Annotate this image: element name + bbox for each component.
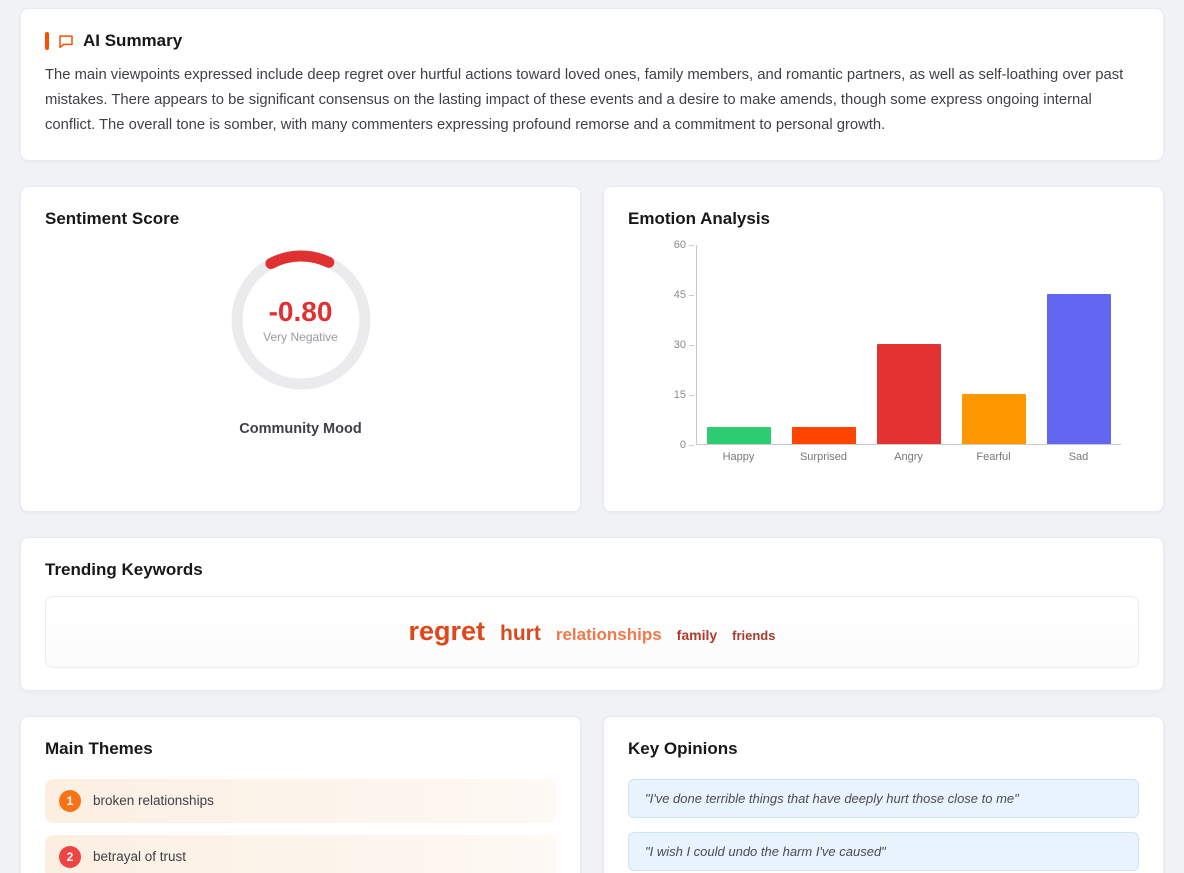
emotion-title: Emotion Analysis (628, 208, 771, 228)
bar-column-happy (697, 245, 782, 444)
x-axis-label-angry: Angry (894, 450, 923, 463)
gauge-center: -0.80 Very Negative (226, 245, 376, 395)
emotion-card: Emotion Analysis 0 15 30 45 60 Happy Surprise… (603, 185, 1164, 512)
bar-fearful[interactable] (961, 393, 1026, 444)
theme-item[interactable]: 1 broken relationships (45, 778, 556, 823)
theme-list: 1 broken relationships 2 betrayal of trust (45, 778, 556, 873)
accent-bar (45, 32, 49, 50)
theme-item[interactable]: 2 betrayal of trust (45, 834, 556, 873)
keyword-family[interactable]: family (676, 627, 718, 644)
keyword-cloud: regret hurt relationships family friends (409, 618, 776, 645)
y-axis-tick: 30 (673, 338, 695, 351)
opinion-quote: "I've done terrible things that have dee… (628, 778, 1139, 818)
bar-column-sad (1036, 245, 1121, 444)
theme-rank-badge: 1 (59, 789, 81, 812)
bar-sad[interactable] (1046, 294, 1111, 444)
sentiment-title: Sentiment Score (45, 208, 180, 228)
opinion-list: "I've done terrible things that have dee… (628, 778, 1139, 871)
sentiment-score-value: -0.80 (268, 295, 333, 327)
bar-happy[interactable] (707, 426, 772, 444)
x-axis-label-surprised: Surprised (799, 450, 848, 463)
sentiment-gauge-wrap: -0.80 Very Negative Community Mood (45, 245, 556, 437)
theme-rank-badge: 2 (59, 845, 81, 868)
emotion-chart: 0 15 30 45 60 Happy Surprised Angry Fearful Sad (660, 239, 1121, 463)
ai-summary-text: The main viewpoints expressed include de… (45, 67, 1124, 133)
x-axis-label-sad: Sad (1068, 450, 1089, 463)
theme-label: betrayal of trust (93, 849, 187, 865)
themes-title: Main Themes (45, 738, 153, 758)
sentiment-score-label: Very Negative (263, 329, 338, 344)
bar-column-fearful (951, 245, 1036, 444)
sentiment-gauge: -0.80 Very Negative (226, 245, 376, 395)
ai-summary-header: AI Summary (45, 31, 1139, 51)
keywords-card: Trending Keywords regret hurt relationship… (20, 536, 1164, 691)
sentiment-caption: Community Mood (239, 420, 362, 437)
keyword-panel: regret hurt relationships family friends (45, 595, 1139, 668)
y-axis-tick: 45 (673, 288, 695, 301)
keyword-friends[interactable]: friends (732, 628, 776, 644)
theme-label: broken relationships (93, 793, 214, 809)
keyword-hurt[interactable]: hurt (500, 622, 541, 646)
y-axis-tick: 0 (679, 438, 695, 451)
y-axis-tick: 60 (673, 238, 695, 251)
ai-summary-card: AI Summary The main viewpoints expressed… (20, 8, 1164, 161)
opinions-card: Key Opinions "I've done terrible things … (603, 715, 1164, 873)
opinions-title: Key Opinions (628, 738, 738, 758)
keyword-relationships[interactable]: relationships (555, 625, 662, 645)
bar-plot (696, 244, 1121, 445)
bar-angry[interactable] (876, 344, 941, 444)
opinion-quote: "I wish I could undo the harm I've cause… (628, 831, 1139, 871)
themes-card: Main Themes 1 broken relationships 2 betray… (20, 715, 581, 873)
keywords-title: Trending Keywords (45, 559, 203, 579)
gauge-ring (231, 250, 370, 390)
y-axis: 0 15 30 45 60 (660, 239, 696, 451)
bar-column-surprised (782, 245, 867, 444)
x-axis-label-happy: Happy (722, 450, 755, 463)
ai-summary-title: AI Summary (83, 31, 183, 50)
bar-surprised[interactable] (792, 426, 857, 444)
x-axis-label-fearful: Fearful (976, 450, 1011, 463)
y-axis-tick: 15 (673, 388, 695, 401)
sentiment-card: Sentiment Score -0.80 Very Negative Comm… (20, 185, 581, 512)
bar-column-angry (867, 245, 952, 444)
x-axis-labels: Happy Surprised Angry Fearful Sad (696, 451, 1121, 463)
chat-bubble-icon (57, 32, 75, 50)
keyword-regret[interactable]: regret (408, 616, 486, 647)
